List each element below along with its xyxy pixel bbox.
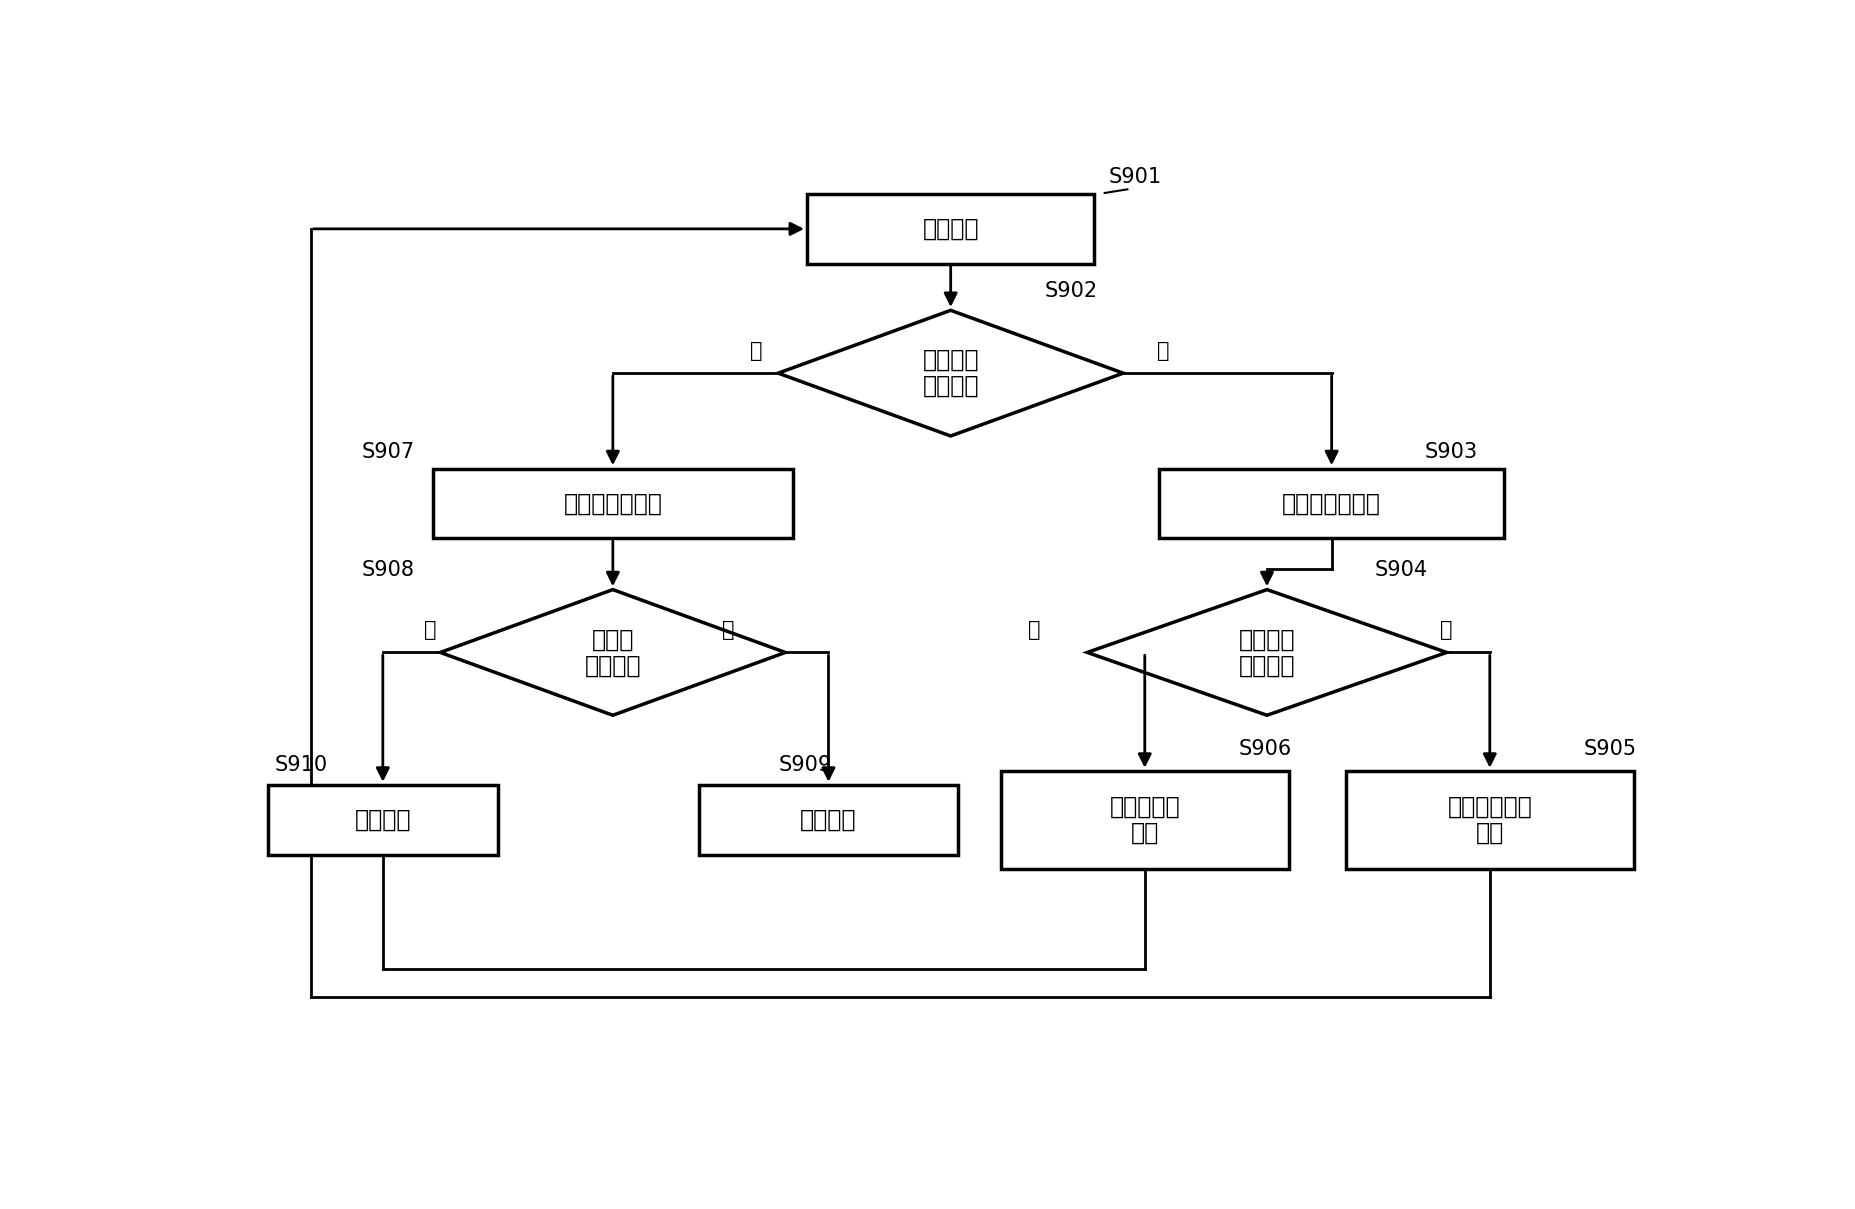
Text: 是否饱和: 是否饱和 bbox=[1239, 654, 1295, 677]
Bar bbox=[1347, 771, 1634, 869]
Text: S907: S907 bbox=[362, 441, 414, 462]
Text: 否: 否 bbox=[751, 341, 762, 361]
Text: 充电: 充电 bbox=[1132, 821, 1159, 845]
Text: 否: 否 bbox=[1028, 620, 1041, 641]
Polygon shape bbox=[440, 590, 785, 716]
Text: 对充电电池: 对充电电池 bbox=[1109, 796, 1180, 818]
Text: S906: S906 bbox=[1239, 740, 1291, 759]
Text: 存余量: 存余量 bbox=[592, 627, 634, 652]
Text: 外部电源: 外部电源 bbox=[922, 348, 979, 372]
Text: 是否存在: 是否存在 bbox=[922, 375, 979, 398]
Text: 是: 是 bbox=[1441, 620, 1452, 641]
Text: S901: S901 bbox=[1109, 167, 1161, 187]
Text: 不对充电电池: 不对充电电池 bbox=[1447, 796, 1532, 818]
Text: 充电: 充电 bbox=[1477, 821, 1504, 845]
Text: S910: S910 bbox=[275, 756, 328, 775]
Bar bbox=[434, 469, 792, 538]
Text: 由外部电源供电: 由外部电源供电 bbox=[1282, 492, 1382, 515]
Text: 继续供电: 继续供电 bbox=[354, 808, 412, 832]
Bar bbox=[1159, 469, 1504, 538]
Polygon shape bbox=[1087, 590, 1447, 716]
Bar bbox=[267, 785, 497, 855]
Bar bbox=[699, 785, 957, 855]
Text: S908: S908 bbox=[362, 560, 414, 580]
Text: 开启系统: 开启系统 bbox=[922, 216, 979, 241]
Text: 由充电电池供电: 由充电电池供电 bbox=[564, 492, 662, 515]
Text: S909: S909 bbox=[779, 756, 831, 775]
Bar bbox=[1002, 771, 1289, 869]
Polygon shape bbox=[779, 311, 1124, 436]
Text: 休眠模式: 休眠模式 bbox=[800, 808, 857, 832]
Text: S904: S904 bbox=[1375, 560, 1428, 580]
Text: S905: S905 bbox=[1584, 740, 1636, 759]
Text: 是: 是 bbox=[1158, 341, 1171, 361]
Text: 是否过低: 是否过低 bbox=[584, 654, 642, 677]
Bar bbox=[807, 193, 1094, 264]
Text: S903: S903 bbox=[1425, 441, 1478, 462]
Text: 否: 否 bbox=[425, 620, 436, 641]
Text: 充电电池: 充电电池 bbox=[1239, 627, 1295, 652]
Text: S902: S902 bbox=[1044, 280, 1098, 301]
Text: 是: 是 bbox=[722, 620, 735, 641]
